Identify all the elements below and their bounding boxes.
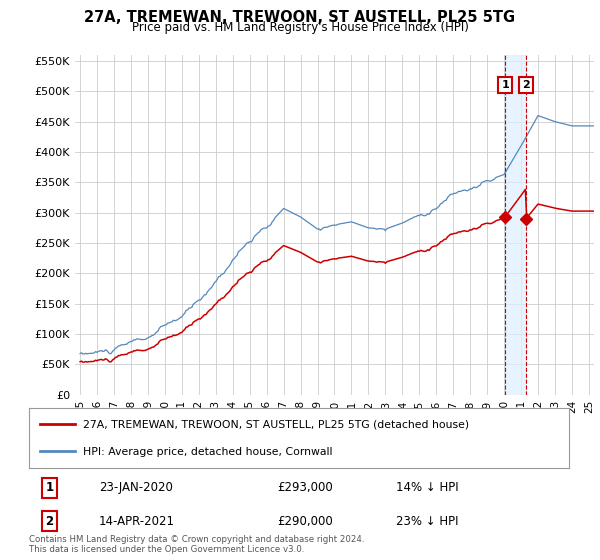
Text: 14% ↓ HPI: 14% ↓ HPI [396,481,458,494]
Text: 2: 2 [45,515,53,528]
Text: £290,000: £290,000 [277,515,333,528]
Text: Contains HM Land Registry data © Crown copyright and database right 2024.
This d: Contains HM Land Registry data © Crown c… [29,535,364,554]
Text: HPI: Average price, detached house, Cornwall: HPI: Average price, detached house, Corn… [83,447,332,457]
Text: 27A, TREMEWAN, TREWOON, ST AUSTELL, PL25 5TG: 27A, TREMEWAN, TREWOON, ST AUSTELL, PL25… [85,10,515,25]
Text: Price paid vs. HM Land Registry's House Price Index (HPI): Price paid vs. HM Land Registry's House … [131,21,469,34]
Text: 1: 1 [501,80,509,90]
Text: 23% ↓ HPI: 23% ↓ HPI [396,515,458,528]
Text: 27A, TREMEWAN, TREWOON, ST AUSTELL, PL25 5TG (detached house): 27A, TREMEWAN, TREWOON, ST AUSTELL, PL25… [83,419,469,430]
Bar [505,55,526,395]
Text: £293,000: £293,000 [277,481,333,494]
Text: 1: 1 [45,481,53,494]
Text: 14-APR-2021: 14-APR-2021 [99,515,175,528]
Text: 2: 2 [522,80,530,90]
Text: 23-JAN-2020: 23-JAN-2020 [99,481,173,494]
